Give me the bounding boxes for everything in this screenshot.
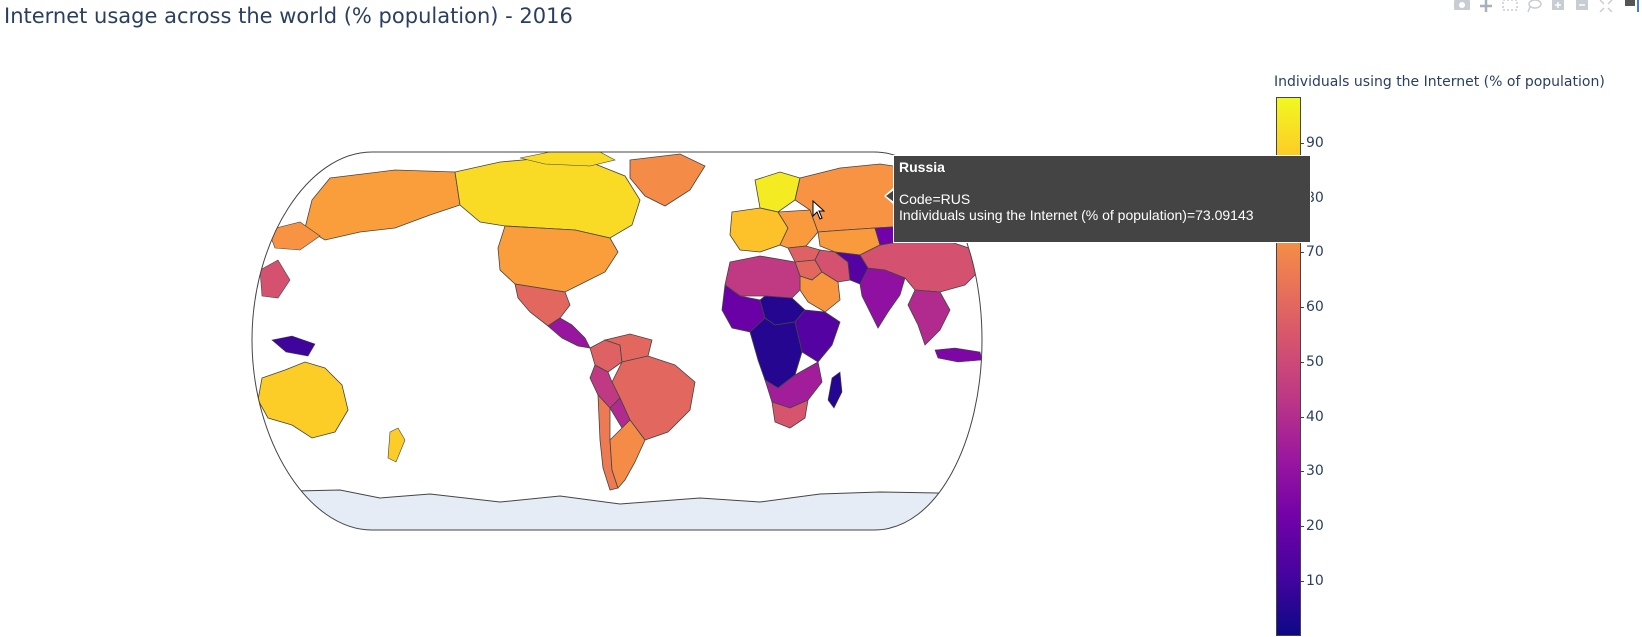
- zoom-in-icon[interactable]: [1546, 0, 1570, 14]
- indonesia[interactable]: [934, 347, 982, 363]
- russia-wrap[interactable]: [267, 221, 321, 251]
- pan-icon[interactable]: [1474, 0, 1498, 14]
- hover-tooltip: Russia Code=RUS Individuals using the In…: [893, 155, 1311, 243]
- arctic-islands[interactable]: [519, 150, 616, 167]
- colorbar-tick-label: 70: [1306, 244, 1324, 261]
- alaska[interactable]: [304, 169, 461, 241]
- antarctica[interactable]: [250, 489, 990, 540]
- scandinavia[interactable]: [754, 171, 801, 213]
- colorbar-tick-label: 50: [1306, 353, 1324, 370]
- colorbar-tick-mark: [1300, 416, 1304, 418]
- japan[interactable]: [984, 240, 992, 270]
- north-africa[interactable]: [724, 255, 801, 299]
- central-america[interactable]: [547, 317, 591, 349]
- central-africa[interactable]: [749, 317, 803, 389]
- east-africa[interactable]: [794, 309, 841, 363]
- tooltip-value: Individuals using the Internet (% of pop…: [899, 207, 1254, 223]
- new-zealand[interactable]: [387, 427, 406, 463]
- tooltip-country-name: Russia: [899, 159, 945, 175]
- papua-new-guinea[interactable]: [271, 335, 316, 357]
- argentina[interactable]: [609, 419, 646, 489]
- tooltip-code: Code=RUS: [899, 191, 971, 207]
- south-africa[interactable]: [771, 399, 809, 429]
- colorbar-tick-mark: [1300, 580, 1304, 582]
- usa[interactable]: [497, 225, 619, 293]
- colorbar-tick-mark: [1300, 252, 1304, 254]
- colorbar-title: Individuals using the Internet (% of pop…: [1274, 74, 1605, 90]
- australia[interactable]: [257, 361, 349, 439]
- mouse-cursor-icon: [812, 200, 826, 220]
- saudi-arabia[interactable]: [799, 271, 841, 313]
- india[interactable]: [859, 267, 906, 329]
- greenland[interactable]: [629, 153, 706, 207]
- camera-icon[interactable]: [1450, 0, 1474, 14]
- chart-title: Internet usage across the world (% popul…: [4, 4, 573, 28]
- colorbar-tick-mark: [1300, 526, 1304, 528]
- southeast-asia[interactable]: [907, 289, 951, 346]
- modebar: [1450, 0, 1642, 14]
- colorbar-tick-mark: [1300, 361, 1304, 363]
- colorbar-tick-label: 90: [1306, 134, 1324, 151]
- canada[interactable]: [454, 157, 641, 239]
- colorbar-tick-label: 10: [1306, 572, 1324, 589]
- tooltip-spacer: [899, 175, 1305, 191]
- lasso-select-icon[interactable]: [1522, 0, 1546, 14]
- madagascar[interactable]: [827, 371, 843, 409]
- colorbar-tick-label: 30: [1306, 463, 1324, 480]
- colorbar-tick-label: 20: [1306, 518, 1324, 535]
- map-countries: [250, 150, 992, 540]
- colorbar-tick-label: 60: [1306, 299, 1324, 316]
- plotly-logo-icon[interactable]: [1618, 0, 1642, 14]
- colorbar-tick-label: 40: [1306, 408, 1324, 425]
- reset-view-icon[interactable]: [1594, 0, 1618, 14]
- east-asia-wrap[interactable]: [259, 259, 291, 299]
- zoom-out-icon[interactable]: [1570, 0, 1594, 14]
- tooltip-arrow-inner: [886, 190, 894, 202]
- colorbar-tick-mark: [1300, 142, 1304, 144]
- colorbar-tick-mark: [1300, 307, 1304, 309]
- colorbar-tick-mark: [1300, 471, 1304, 473]
